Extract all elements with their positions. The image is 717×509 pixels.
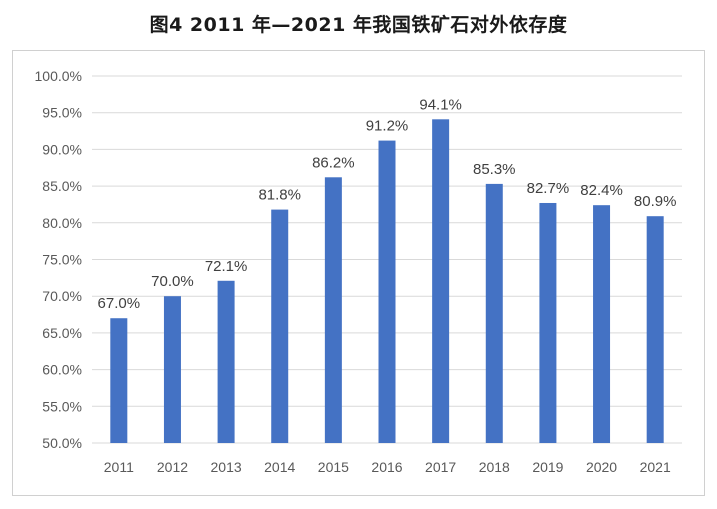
bar-2019: [539, 202, 557, 443]
x-tick-label-2011: 2011: [104, 459, 134, 475]
bar-2015: [324, 177, 342, 444]
x-tick-label-2015: 2015: [318, 459, 349, 475]
x-tick-label-2018: 2018: [479, 459, 510, 475]
y-axis-ticks: 50.0% 55.0% 60.0% 65.0% 70.0% 75.0% 80.0% 85.0%…: [35, 68, 82, 451]
x-tick-label-2013: 2013: [211, 459, 242, 475]
data-label-2014: 81.8%: [258, 187, 301, 204]
bar-2013: [217, 280, 235, 443]
data-label-2018: 85.3%: [473, 161, 516, 178]
y-tick-label: 95.0%: [42, 105, 82, 121]
data-label-2016: 91.2%: [366, 118, 409, 135]
data-label-2012: 70.0%: [151, 273, 194, 290]
bar-2016: [378, 140, 396, 444]
bar-2014: [271, 209, 289, 443]
y-tick-label: 55.0%: [42, 398, 82, 414]
data-label-2015: 86.2%: [312, 154, 355, 171]
y-tick-label: 75.0%: [42, 252, 82, 268]
x-tick-label-2016: 2016: [371, 459, 402, 475]
y-tick-label: 90.0%: [42, 141, 82, 157]
y-tick-label: 80.0%: [42, 215, 82, 231]
bar-2021: [646, 216, 664, 443]
x-tick-label-2021: 2021: [640, 459, 671, 475]
data-label-2013: 72.1%: [205, 258, 248, 275]
x-tick-label-2019: 2019: [532, 459, 563, 475]
bar-2018: [485, 183, 503, 443]
bar-2017: [432, 119, 450, 443]
bar-2011: [110, 318, 128, 443]
data-label-2020: 82.4%: [580, 182, 623, 199]
data-label-2017: 94.1%: [419, 96, 462, 113]
y-tick-label: 100.0%: [35, 68, 82, 84]
x-tick-label-2020: 2020: [586, 459, 617, 475]
bars: [110, 119, 664, 444]
y-tick-label: 50.0%: [42, 435, 82, 451]
x-tick-label-2017: 2017: [425, 459, 456, 475]
x-axis-ticks: 2011 2012 2013 2014 2015 2016 2017 2018 2019 2020…: [104, 459, 671, 475]
chart-title: 图4 2011 年—2021 年我国铁矿石对外依存度: [149, 14, 568, 36]
y-tick-label: 70.0%: [42, 288, 82, 304]
data-label-2019: 82.7%: [527, 180, 570, 197]
bar-2012: [163, 296, 181, 443]
y-tick-label: 60.0%: [42, 362, 82, 378]
y-tick-label: 65.0%: [42, 325, 82, 341]
chart-frame: [12, 50, 705, 496]
x-tick-label-2014: 2014: [264, 459, 295, 475]
data-labels: 67.0% 70.0% 72.1% 81.8% 86.2% 91.2% 94.1% 85.3%…: [98, 96, 677, 312]
data-label-2011: 67.0%: [98, 295, 141, 312]
data-label-2021: 80.9%: [634, 193, 677, 210]
y-tick-label: 85.0%: [42, 178, 82, 194]
bar-2020: [593, 205, 611, 443]
x-tick-label-2012: 2012: [157, 459, 188, 475]
